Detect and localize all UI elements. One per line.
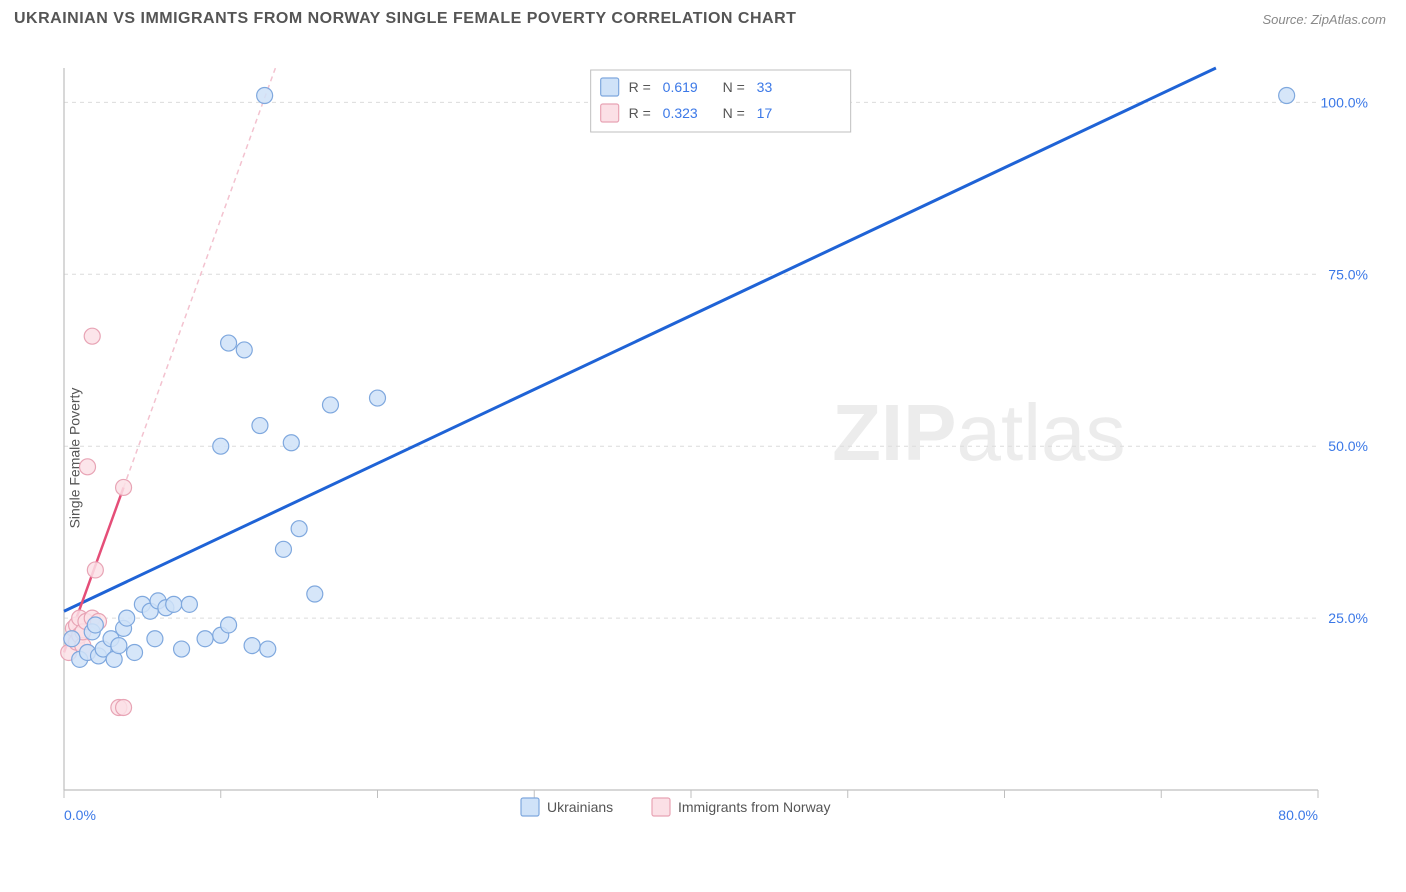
svg-text:33: 33 <box>757 79 773 95</box>
svg-text:17: 17 <box>757 105 773 121</box>
svg-text:25.0%: 25.0% <box>1328 610 1368 626</box>
chart-title: UKRAINIAN VS IMMIGRANTS FROM NORWAY SING… <box>14 10 796 28</box>
svg-text:ZIPatlas: ZIPatlas <box>832 388 1125 477</box>
svg-text:N =: N = <box>723 105 745 121</box>
svg-text:R =: R = <box>629 105 651 121</box>
scatter-plot: ZIPatlas 25.0% 50.0% 75.0% 100.0% 0.0% 80.0% R … <box>58 38 1378 838</box>
chart-header: UKRAINIAN VS IMMIGRANTS FROM NORWAY SING… <box>0 0 1406 34</box>
chart-source: Source: ZipAtlas.com <box>1262 12 1386 27</box>
svg-text:Ukrainians: Ukrainians <box>547 799 613 815</box>
svg-text:0.619: 0.619 <box>663 79 698 95</box>
svg-text:0.323: 0.323 <box>663 105 698 121</box>
svg-text:100.0%: 100.0% <box>1321 94 1368 110</box>
svg-text:N =: N = <box>723 79 745 95</box>
svg-text:Immigrants from Norway: Immigrants from Norway <box>678 799 830 815</box>
svg-text:R =: R = <box>629 79 651 95</box>
chart-area: Single Female Poverty ZIPatlas25.0%50.0%… <box>14 38 1392 878</box>
plot-svg: ZIPatlas 25.0% 50.0% 75.0% 100.0% 0.0% 80.0% R … <box>58 38 1378 838</box>
svg-text:80.0%: 80.0% <box>1278 807 1318 823</box>
svg-text:50.0%: 50.0% <box>1328 438 1368 454</box>
svg-text:0.0%: 0.0% <box>64 807 96 823</box>
svg-text:75.0%: 75.0% <box>1328 266 1368 282</box>
